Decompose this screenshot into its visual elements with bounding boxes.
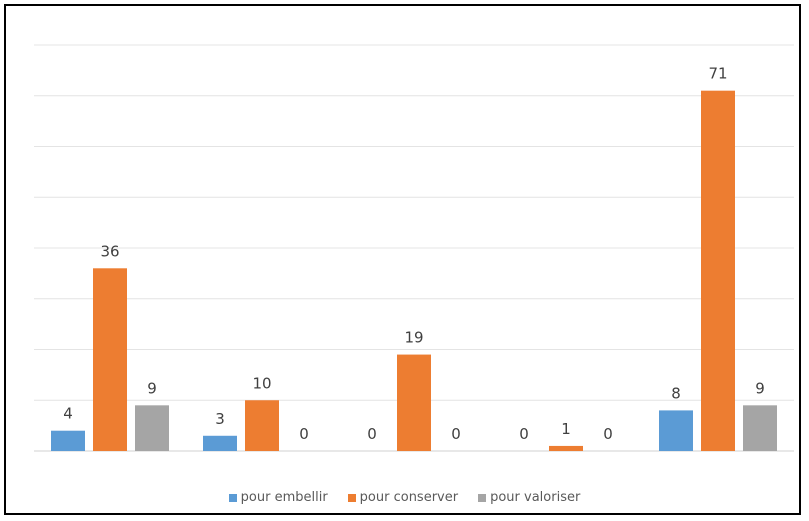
data-label: 10 [252,374,271,392]
data-label: 9 [755,379,765,397]
legend-swatch [478,493,487,502]
bar-pour-conserver-3 [397,354,431,451]
data-label: 19 [404,329,423,347]
bar-pour-valoriser-5 [743,405,777,451]
data-label: 0 [603,425,613,443]
data-label: 0 [367,425,377,443]
chart-legend: pour embellir pour conserver pour valorise… [0,490,809,506]
legend-label: pour embellir [240,490,328,505]
data-label: 71 [708,65,727,83]
legend-label: pour conserver [359,490,459,505]
data-label: 1 [561,420,571,438]
data-label: 3 [215,410,225,428]
data-label: 0 [451,425,461,443]
legend-item: pour valoriser [478,490,580,505]
legend-swatch [347,493,356,502]
bar-pour-valoriser-1 [135,405,169,451]
data-label: 0 [299,425,309,443]
bar-pour-embellir-2 [203,435,237,451]
bar-pour-conserver-4 [549,445,583,451]
data-label: 9 [147,379,157,397]
bar-pour-embellir-1 [51,430,85,451]
legend-item: pour embellir [228,490,328,505]
data-label: 8 [671,384,681,402]
bar-pour-embellir-5 [659,410,693,451]
legend-label: pour valoriser [490,490,581,505]
data-label: 36 [100,242,119,260]
data-label: 0 [519,425,529,443]
bar-pour-conserver-1 [93,268,127,451]
bar-pour-conserver-2 [245,400,279,451]
legend-swatch [228,493,237,502]
data-label: 4 [63,405,73,423]
bar-pour-conserver-5 [701,90,735,452]
legend-item: pour conserver [347,490,459,505]
